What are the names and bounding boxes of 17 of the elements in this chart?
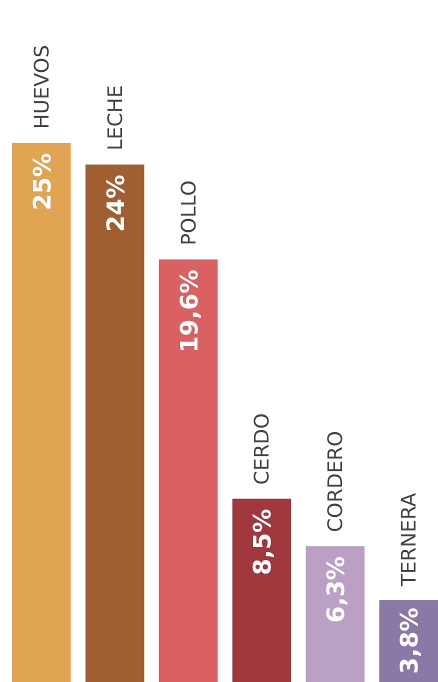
- x-tick-label: LECHE: [102, 85, 127, 151]
- x-tick-label: CERDO: [250, 413, 274, 485]
- data-label: 19,6%: [175, 269, 204, 353]
- bar: [85, 164, 144, 682]
- bar: [232, 498, 292, 682]
- bar: [12, 143, 71, 682]
- data-label: 24%: [102, 174, 130, 232]
- data-label: 3,8%: [396, 607, 424, 674]
- data-label: 6,3%: [322, 556, 350, 623]
- x-tick-label: POLLO: [176, 180, 200, 246]
- x-tick-label: CORDERO: [323, 430, 348, 532]
- bar: [306, 546, 365, 682]
- bar: [158, 259, 218, 682]
- x-tick-label: TERNERA: [396, 492, 421, 588]
- x-tick-label: HUEVOS: [29, 44, 54, 129]
- data-label: 25%: [28, 153, 56, 210]
- data-label: 8,5%: [248, 508, 277, 576]
